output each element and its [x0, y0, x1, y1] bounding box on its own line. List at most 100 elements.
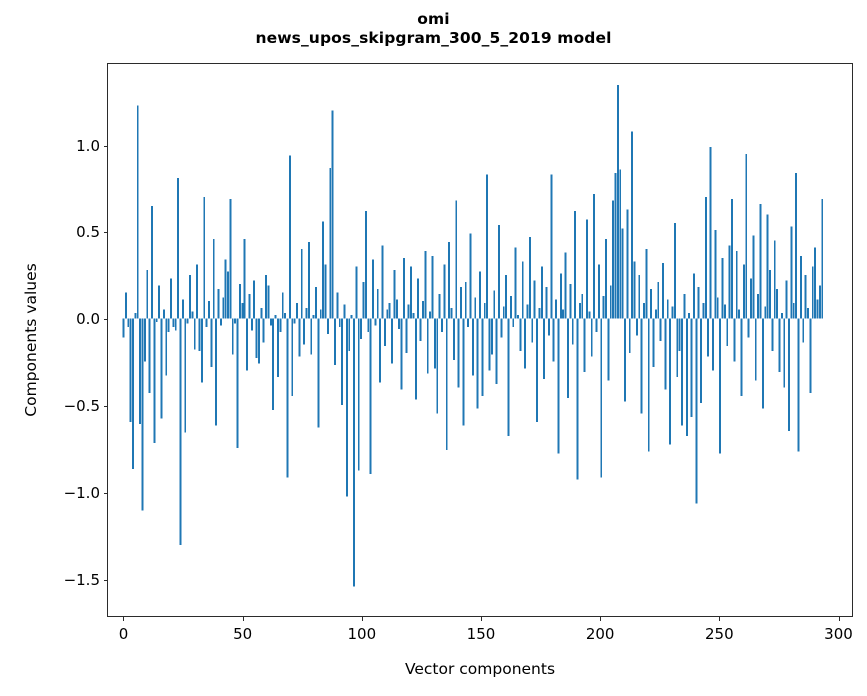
bar — [136, 105, 139, 319]
chart-title-line2: news_upos_skipgram_300_5_2019 model — [255, 28, 612, 47]
bar — [681, 318, 683, 426]
bar — [671, 306, 674, 319]
bar — [364, 211, 367, 319]
bar — [543, 318, 546, 379]
bar — [293, 318, 296, 324]
chart-title: omi news_upos_skipgram_300_5_2019 model — [0, 10, 867, 48]
x-tick-mark — [481, 616, 482, 621]
y-tick-mark — [103, 232, 108, 234]
bar — [483, 302, 486, 319]
bar — [205, 318, 208, 328]
bar — [436, 318, 439, 414]
bar — [531, 318, 534, 343]
bar — [788, 318, 790, 431]
bar — [139, 318, 142, 424]
bar — [241, 302, 244, 319]
bar — [165, 318, 168, 376]
bar — [151, 205, 153, 319]
bar — [208, 301, 210, 319]
bar — [426, 318, 429, 374]
bar — [312, 314, 315, 319]
bar — [238, 283, 241, 319]
bar — [759, 204, 762, 319]
y-axis-label: Components values — [22, 263, 40, 417]
bar — [498, 224, 500, 319]
x-tick-mark — [600, 616, 602, 621]
bar — [578, 302, 581, 319]
x-tick-label: 0 — [118, 625, 129, 643]
bar — [376, 288, 379, 319]
bar — [526, 304, 529, 319]
bar — [562, 309, 565, 319]
bar — [581, 294, 584, 319]
bar — [654, 309, 657, 319]
bar-series — [122, 84, 824, 587]
bar — [574, 211, 577, 319]
bar — [797, 318, 800, 452]
bar — [236, 318, 239, 449]
x-tick-mark — [123, 616, 125, 621]
bar — [391, 318, 394, 364]
plot-axes: 1.0 0.5 0.0 −0.5 −1.0 −1.5 0 50 100 150 200 250 300 — [64, 63, 853, 643]
bar — [614, 173, 617, 319]
bar — [647, 318, 650, 452]
bar — [193, 318, 196, 350]
bar — [550, 174, 553, 319]
bar — [612, 200, 615, 319]
bar — [381, 245, 384, 319]
bar — [269, 318, 272, 326]
bar — [493, 290, 496, 319]
bar — [740, 318, 743, 397]
bar — [179, 318, 182, 546]
x-tick-label: 50 — [233, 625, 253, 643]
bar — [635, 318, 638, 336]
bar — [303, 318, 306, 345]
bar — [552, 318, 555, 362]
bar — [545, 287, 548, 319]
bar — [778, 318, 781, 373]
bar — [253, 280, 256, 319]
bar — [284, 313, 287, 319]
bar — [367, 318, 370, 333]
bar — [310, 318, 313, 355]
bar — [757, 294, 760, 319]
bar — [631, 131, 634, 319]
bar — [386, 309, 389, 319]
bar — [174, 318, 177, 331]
bar — [343, 304, 346, 319]
bar — [272, 318, 275, 411]
bar — [372, 259, 374, 319]
bar — [621, 228, 624, 319]
bar — [255, 318, 258, 359]
bar — [296, 302, 298, 319]
bar — [400, 318, 403, 390]
x-tick-label: 300 — [824, 625, 853, 643]
bar — [716, 297, 719, 319]
bar — [217, 288, 220, 319]
bar — [564, 252, 567, 319]
bar — [754, 318, 757, 381]
y-tick-mark — [103, 579, 108, 581]
bar — [455, 200, 458, 319]
bar — [298, 318, 301, 357]
bar — [410, 266, 413, 319]
bar — [441, 318, 443, 333]
bar — [602, 295, 605, 319]
bar — [243, 238, 246, 319]
bar — [766, 214, 769, 319]
bar — [203, 197, 206, 319]
bar — [445, 318, 448, 450]
bar — [628, 318, 631, 353]
bar — [709, 147, 712, 319]
bar — [571, 318, 574, 345]
bar — [315, 287, 317, 319]
bar — [633, 261, 636, 319]
bar — [502, 306, 505, 319]
bar — [319, 309, 322, 319]
bar — [583, 318, 586, 373]
bar — [422, 301, 424, 319]
chart-title-line1: omi — [417, 10, 450, 28]
bar — [305, 307, 308, 319]
bar — [676, 318, 679, 378]
bar — [334, 318, 336, 366]
